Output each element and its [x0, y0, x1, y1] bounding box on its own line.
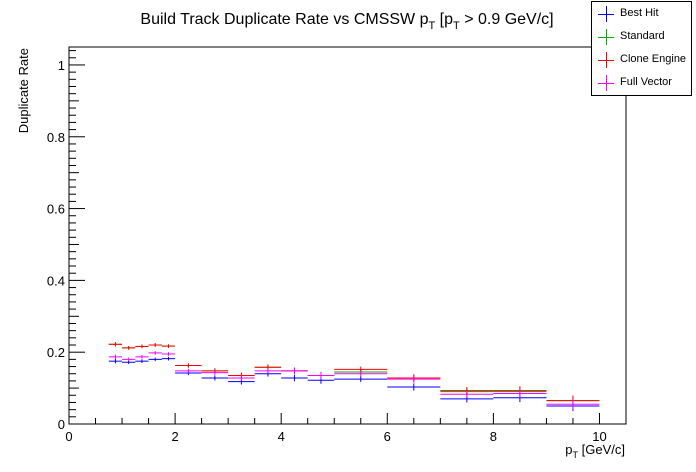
x-tick-label: 8 — [490, 429, 497, 444]
legend-swatch — [598, 73, 614, 93]
legend-swatch-error — [606, 29, 607, 45]
x-axis-label-sub: T — [573, 450, 579, 460]
data-point — [493, 389, 547, 398]
data-point — [161, 352, 176, 356]
y-tick-label: 1 — [58, 58, 65, 73]
plot-frame — [68, 46, 627, 425]
x-axis-label-main: p — [565, 442, 572, 457]
data-point — [175, 363, 202, 368]
chart-title-sub-1: T — [429, 20, 436, 32]
legend-swatch-error — [606, 52, 607, 68]
x-tick-label: 10 — [592, 429, 606, 444]
chart-title-main: Build Track Duplicate Rate vs CMSSW p — [140, 11, 428, 28]
legend-label: Standard — [620, 30, 665, 42]
legend-label: Full Vector — [620, 76, 672, 88]
y-axis-label: Duplicate Rate — [16, 48, 31, 133]
chart-title-mid: [p — [435, 11, 453, 28]
legend-entry: Full Vector — [592, 72, 691, 94]
data-point — [281, 374, 308, 382]
y-tick-label: 0.8 — [47, 130, 65, 145]
y-tick-label: 0.2 — [47, 345, 65, 360]
data-point — [122, 357, 136, 362]
data-point — [108, 342, 123, 347]
x-tick-label: 6 — [384, 429, 391, 444]
y-tick-label: 0 — [58, 417, 65, 432]
y-tick-label: 0.4 — [47, 273, 65, 288]
x-tick-label: 0 — [65, 429, 72, 444]
series-layer — [108, 342, 600, 412]
data-point — [546, 399, 600, 410]
data-point — [175, 368, 202, 374]
axes: 0 2 4 6 8 10 0 0.2 0.4 0.6 0.8 1 — [47, 50, 627, 444]
legend-entry: Standard — [592, 26, 691, 48]
data-point — [108, 354, 123, 360]
legend-label: Clone Engine — [620, 53, 687, 65]
data-point — [201, 370, 229, 376]
data-point — [108, 359, 123, 364]
data-point — [307, 371, 335, 380]
x-tick-label: 2 — [171, 429, 178, 444]
data-point — [122, 346, 136, 350]
data-point — [201, 375, 229, 381]
data-point — [148, 343, 162, 347]
data-point — [440, 390, 494, 398]
data-point — [334, 376, 388, 382]
data-point — [254, 367, 282, 374]
legend-swatch-error — [606, 6, 607, 22]
legend-label: Best Hit — [620, 7, 659, 19]
legend-swatch — [598, 4, 614, 24]
data-point — [281, 367, 308, 375]
legend-entry: Best Hit — [592, 3, 691, 25]
legend-swatch — [598, 50, 614, 70]
x-axis-label-unit: [GeV/c] — [578, 442, 625, 457]
data-point — [387, 383, 441, 391]
data-point — [161, 356, 176, 361]
x-tick-label: 4 — [278, 429, 285, 444]
data-point — [148, 351, 162, 355]
data-point — [228, 375, 255, 381]
data-point — [161, 344, 176, 348]
legend-entry: Clone Engine — [592, 49, 691, 71]
data-point — [135, 355, 149, 359]
series-full-vector — [108, 351, 600, 410]
chart-title-tail: > 0.9 GeV/c] — [460, 11, 554, 28]
y-tick-label: 0.6 — [47, 202, 65, 217]
chart-title-sub-2: T — [453, 20, 460, 32]
legend: Best Hit Standard Clone Engine Full Vector — [591, 1, 692, 96]
data-point — [334, 370, 388, 377]
x-axis-label: pT [GeV/c] — [565, 442, 625, 460]
data-point — [148, 357, 162, 362]
legend-swatch-error — [606, 75, 607, 91]
chart-title: Build Track Duplicate Rate vs CMSSW pT [… — [140, 11, 553, 32]
data-point — [387, 375, 441, 383]
data-point — [135, 359, 149, 363]
legend-swatch — [598, 27, 614, 47]
data-point — [135, 344, 149, 349]
